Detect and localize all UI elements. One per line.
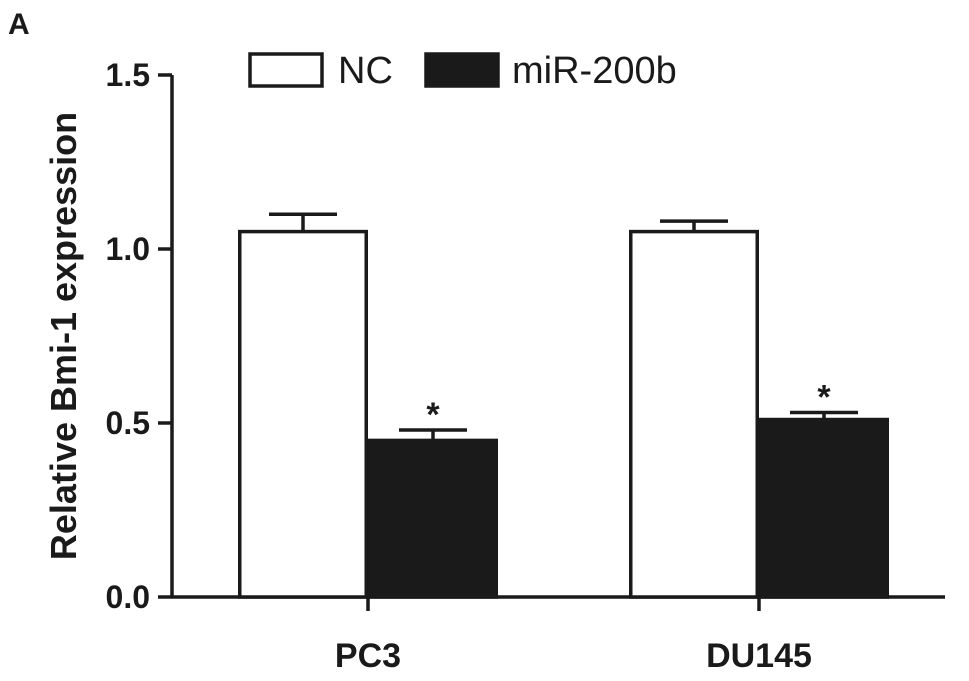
legend-swatch [248, 52, 324, 88]
bar [629, 229, 759, 599]
bar [238, 229, 368, 599]
x-tick-label: DU145 [706, 637, 812, 675]
legend-label: miR-200b [512, 50, 677, 92]
bars: * * [238, 212, 889, 599]
panel-letter: A [8, 8, 30, 41]
significance-mark: * [426, 396, 440, 434]
y-tick-label: 1.5 [106, 57, 150, 93]
y-axis-label: Relative Bmi-1 expression [43, 112, 84, 560]
legend-label: NC [338, 50, 393, 92]
bar [759, 417, 889, 599]
bar [368, 438, 498, 599]
x-tick-label: PC3 [335, 637, 401, 675]
y-tick-label: 0.0 [106, 579, 150, 615]
legend-swatch [424, 52, 500, 88]
y-tick-label: 0.5 [106, 405, 150, 441]
significance-mark: * [817, 379, 831, 417]
axes: 0.0 0.5 1.0 1.5 PC3 DU145 [106, 57, 945, 675]
legend: NC miR-200b [248, 50, 677, 92]
y-tick-label: 1.0 [106, 231, 150, 267]
